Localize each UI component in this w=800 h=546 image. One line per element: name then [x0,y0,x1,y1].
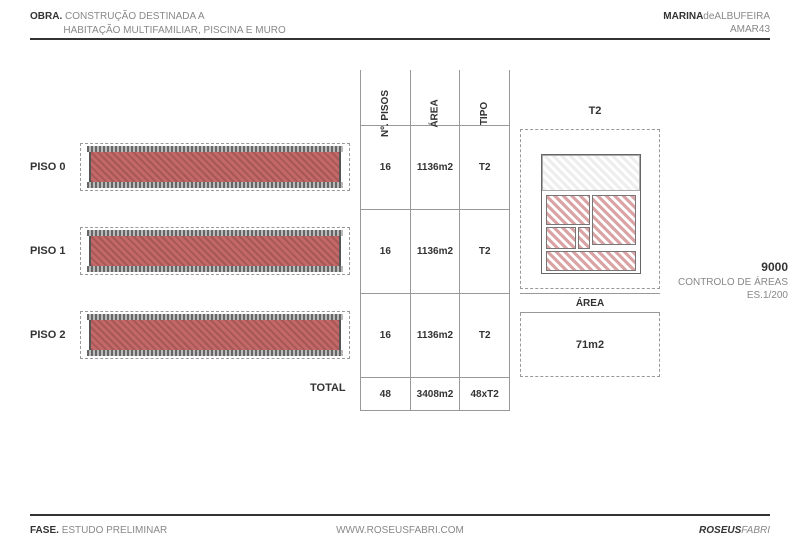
project-code: MARINAdeALBUFEIRA AMAR43 [663,10,770,36]
floor-plan-2 [80,311,350,359]
floor-plan-1 [80,227,350,275]
unit-area-value: 71m2 [520,313,660,377]
total-pisos: 48 [361,378,411,410]
table-total-row: 48 3408m2 48xT2 [361,377,509,411]
table-row: 16 1136m2 T2 [361,125,509,209]
unit-type-label: T2 [520,70,670,125]
area-table: Nº. PISOS ÁREA TIPO 16 1136m2 T2 16 1136… [360,70,510,411]
col-pisos: Nº. PISOS [380,90,391,137]
phase: FASE. ESTUDO PRELIMINAR [30,525,167,536]
cell-pisos: 16 [361,126,411,209]
cell-pisos: 16 [361,210,411,293]
sheet-scale: ES.1/200 [678,289,788,302]
cell-area: 1136m2 [411,126,461,209]
cell-tipo: T2 [460,294,509,377]
total-label: TOTAL [310,382,346,394]
obra-line2: HABITAÇÃO MULTIFAMILIAR, PISCINA E MURO [63,25,285,36]
floor-labels: PISO 0 PISO 1 PISO 2 [30,125,78,377]
unit-plan [541,154,641,274]
unit-plan-boundary [520,129,660,289]
project-code-value: AMAR43 [730,24,770,35]
table-row: 16 1136m2 T2 [361,209,509,293]
sheet-number: 9000 [678,260,788,276]
brand-bold: ROSEUS [699,525,741,536]
header: OBRA. CONSTRUÇÃO DESTINADA A HABITAÇÃO M… [30,10,770,38]
fase-value: ESTUDO PRELIMINAR [62,525,168,536]
brand-light: FABRI [741,525,770,536]
project-title: OBRA. CONSTRUÇÃO DESTINADA A HABITAÇÃO M… [30,10,286,38]
sheet-desc: CONTROLO DE ÁREAS [678,276,788,289]
total-tipo: 48xT2 [460,378,509,410]
drawing-area: PISO 0 PISO 1 PISO 2 Nº. PISOS ÁREA TIPO… [30,70,770,506]
brand: ROSEUSFABRI [699,525,770,536]
unit-area-label: ÁREA [520,293,660,313]
total-area: 3408m2 [411,378,461,410]
floor-plan-0 [80,143,350,191]
cell-area: 1136m2 [411,294,461,377]
fase-label: FASE. [30,525,59,536]
footer: FASE. ESTUDO PRELIMINAR WWW.ROSEUSFABRI.… [30,525,770,536]
floor-plans-column [80,125,350,377]
obra-line1: CONSTRUÇÃO DESTINADA A [65,11,204,22]
title-light: deALBUFEIRA [703,11,770,22]
floor-label-1: PISO 1 [30,209,78,293]
col-tipo: TIPO [479,102,490,125]
cell-tipo: T2 [460,210,509,293]
cell-area: 1136m2 [411,210,461,293]
website-url: WWW.ROSEUSFABRI.COM [336,525,464,536]
table-row: 16 1136m2 T2 [361,293,509,377]
title-bold: MARINA [663,11,703,22]
cell-tipo: T2 [460,126,509,209]
sheet-info: 9000 CONTROLO DE ÁREAS ES.1/200 [678,260,788,302]
floor-label-2: PISO 2 [30,293,78,377]
unit-type-column: T2 [520,70,670,209]
cell-pisos: 16 [361,294,411,377]
floor-label-0: PISO 0 [30,125,78,209]
col-area: ÁREA [430,99,441,127]
obra-label: OBRA. [30,11,62,22]
table-header: Nº. PISOS ÁREA TIPO [361,70,509,125]
